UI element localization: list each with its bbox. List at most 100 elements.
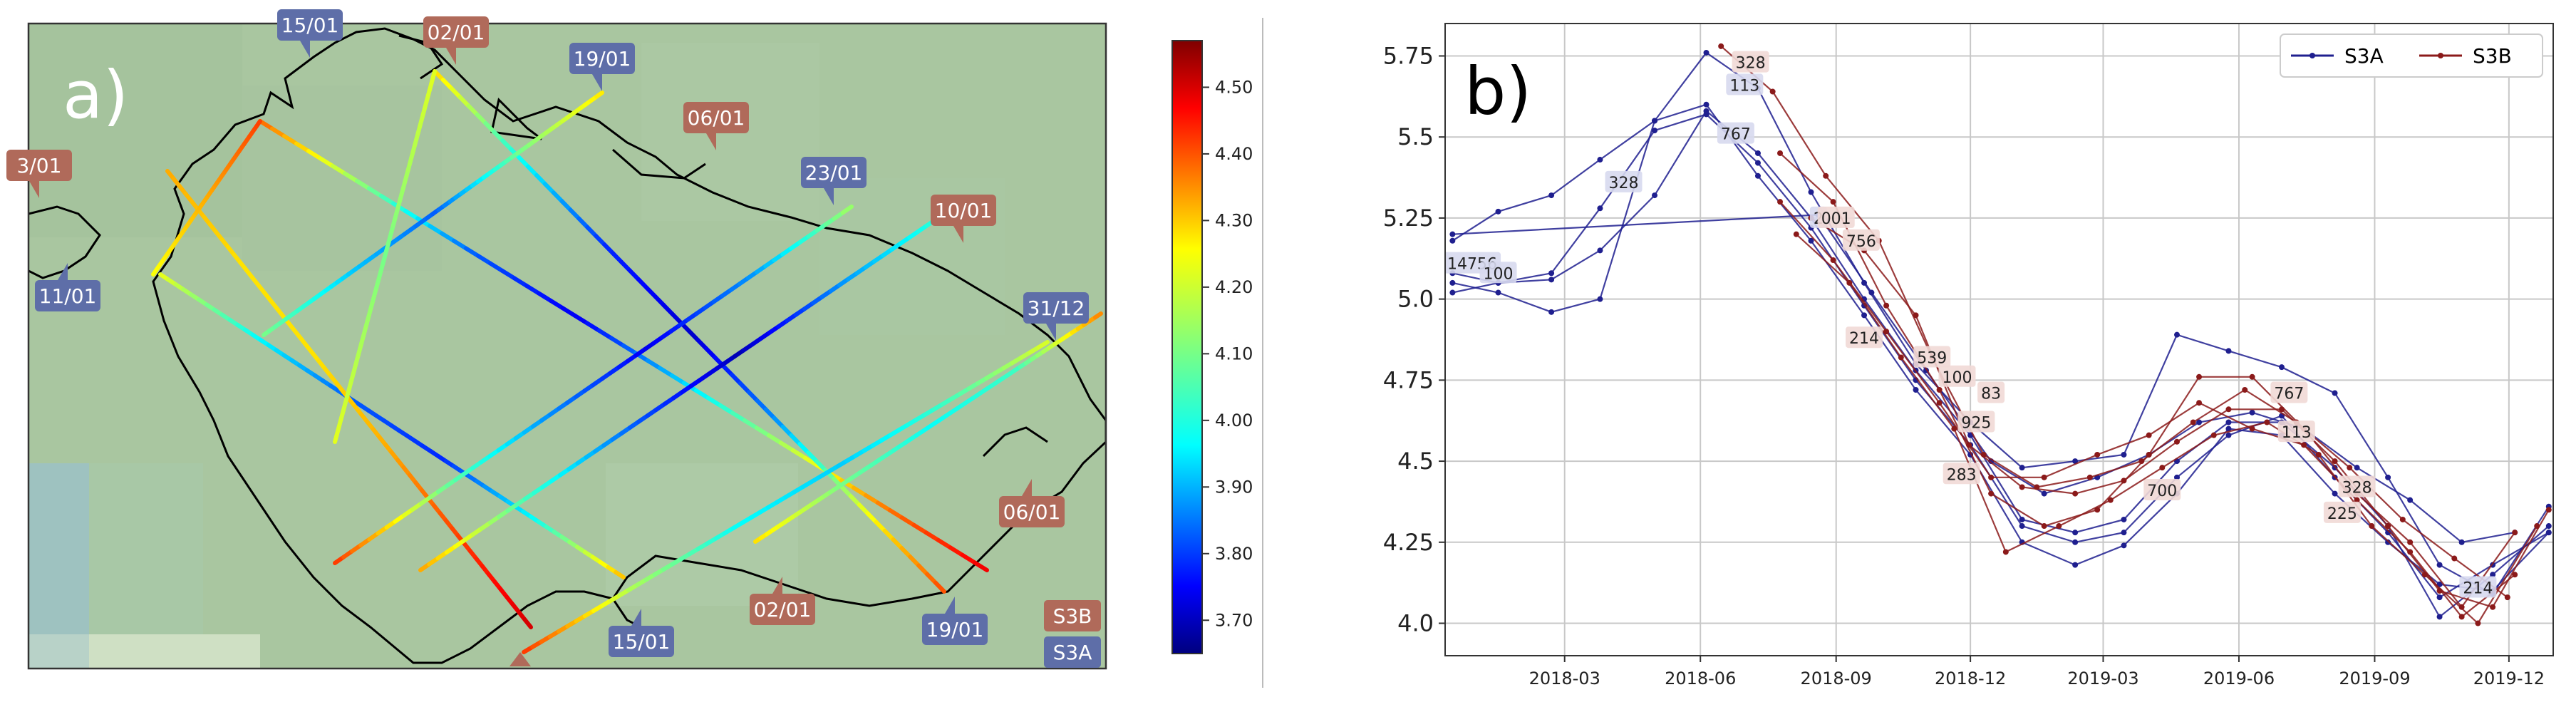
series-point-s3a xyxy=(1652,192,1658,199)
series-point-s3a xyxy=(1754,172,1761,179)
series-point-s3a xyxy=(2072,539,2079,545)
series-point-s3b xyxy=(2475,620,2481,626)
series-point-s3a xyxy=(2436,594,2443,601)
series-point-s3b xyxy=(2354,497,2360,503)
series-point-s3a xyxy=(1548,192,1555,199)
legend-box xyxy=(2280,33,2543,78)
annotation-box xyxy=(1726,73,1764,96)
series-point-s3a xyxy=(2354,465,2360,471)
track-label-text: 11/01 xyxy=(39,284,97,308)
series-point-s3b xyxy=(2407,539,2414,545)
track-segment xyxy=(961,553,977,565)
panel-b-letter: b) xyxy=(1464,53,1531,130)
track-segment xyxy=(585,321,601,333)
series-point-s3b xyxy=(2210,432,2217,438)
series-point-s3b xyxy=(1823,172,1829,179)
series-point-s3a xyxy=(2121,530,2127,536)
series-point-s3a xyxy=(1449,289,1456,296)
series-point-s3b xyxy=(1936,400,1943,406)
track-label-tag xyxy=(922,614,988,645)
x-tick-label: 2019-12 xyxy=(2473,669,2545,688)
series-point-s3a xyxy=(1449,231,1456,237)
series-point-s3a xyxy=(1703,111,1709,118)
y-tick-label: 5.0 xyxy=(1397,286,1434,313)
map-legend: S3B S3A xyxy=(1044,600,1101,668)
series-point-s3b xyxy=(2490,604,2496,610)
plot-series xyxy=(1449,43,2552,626)
series-point-s3a xyxy=(1861,312,1868,319)
legend-s3a-marker xyxy=(2309,53,2315,58)
legend-s3a-tag xyxy=(1044,636,1101,668)
series-point-s3b xyxy=(2279,406,2285,413)
plot-area xyxy=(1445,24,2553,656)
annotation-label: 328 xyxy=(2342,479,2372,497)
track-label-pointer xyxy=(300,41,310,58)
series-point-s3b xyxy=(1846,279,1853,286)
series-point-s3a xyxy=(1652,118,1658,124)
legend-s3b-text: S3B xyxy=(2473,44,2512,68)
track-label-tag xyxy=(35,280,100,311)
annotation-label: 214 xyxy=(1849,330,1879,348)
series-point-s3b xyxy=(2249,373,2255,380)
track-segment xyxy=(256,119,262,126)
track-segment xyxy=(464,246,480,258)
series-point-s3b xyxy=(2458,614,2465,620)
track-label-text: 10/01 xyxy=(935,199,993,222)
series-point-s3b xyxy=(1769,88,1776,95)
annotation-label: 328 xyxy=(1609,175,1639,192)
coastline xyxy=(29,27,1106,664)
light-tile xyxy=(89,634,260,669)
track-label-pointer xyxy=(1022,479,1032,496)
annotation-label: 100 xyxy=(1942,369,1972,387)
track-segment xyxy=(258,119,274,131)
track-label-pointer xyxy=(446,48,456,65)
series-point-s3b xyxy=(2385,523,2391,530)
track-segment xyxy=(403,209,420,221)
series-point-s3a xyxy=(2332,490,2338,497)
series-point-s3a xyxy=(1754,150,1761,156)
track-segment xyxy=(646,358,662,371)
track-label-pointer xyxy=(824,188,834,205)
track-segment xyxy=(900,515,916,527)
map-panel: a) 15/01 02/01 19/01 06/01 3/01 23/01 10/01 11/… xyxy=(6,9,1107,670)
track-segment xyxy=(319,156,335,168)
series-point-s3b xyxy=(2512,572,2518,578)
track-label-text: 06/01 xyxy=(1003,500,1061,524)
track-label-pointer xyxy=(58,263,68,280)
track-label-tag xyxy=(6,150,72,181)
y-tick-label: 5.5 xyxy=(1397,123,1434,150)
series-point-s3a xyxy=(1868,289,1875,296)
x-tick-label: 2018-09 xyxy=(1801,669,1872,688)
track-segment xyxy=(488,261,505,273)
map-frame xyxy=(27,22,1107,670)
track-label-text: 31/12 xyxy=(1028,296,1085,320)
y-tick-label: 4.75 xyxy=(1383,366,1434,393)
track-labels: 15/01 02/01 19/01 06/01 3/01 23/01 10/01 11/01 3… xyxy=(6,9,1089,666)
colorbar-tick-label: 4.30 xyxy=(1215,210,1253,230)
track-segment xyxy=(294,141,311,153)
track-segment xyxy=(452,239,468,251)
annotation-box xyxy=(1605,170,1643,192)
series-point-s3a xyxy=(2072,562,2079,568)
series-point-s3b xyxy=(2138,458,2145,465)
track-segment xyxy=(524,284,541,296)
track-label-tag xyxy=(801,157,867,188)
annotation-box xyxy=(1817,206,1855,228)
series-point-s3b xyxy=(2041,474,2047,480)
y-tick-label: 4.25 xyxy=(1383,529,1434,556)
series-point-s3b xyxy=(2019,484,2025,490)
track-segment xyxy=(791,448,807,460)
series-point-s3b xyxy=(2436,588,2443,594)
annotation-box xyxy=(1913,346,1951,368)
series-point-s3a xyxy=(1597,247,1603,254)
series-point-s3b xyxy=(1966,442,1972,448)
track-label-tag xyxy=(609,626,674,657)
colorbar-tick-label: 3.80 xyxy=(1215,544,1253,564)
annotation-label: 328 xyxy=(1736,55,1766,73)
y-tick-label: 5.75 xyxy=(1383,42,1434,69)
track-segment xyxy=(428,224,444,236)
series-point-s3b xyxy=(1777,199,1784,205)
annotation-box xyxy=(2143,479,2181,501)
track-segment xyxy=(767,433,783,445)
